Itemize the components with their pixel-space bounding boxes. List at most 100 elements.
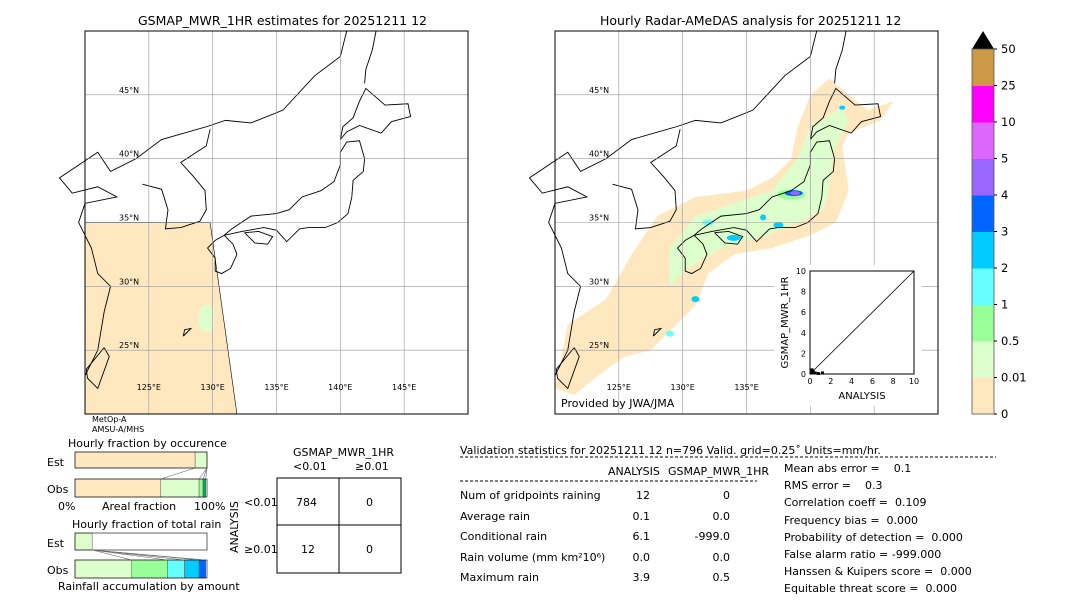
occ-x-min: 0% <box>58 500 76 513</box>
colorbar-label: 0.01 <box>1001 371 1027 385</box>
colorbar-label: 2 <box>1001 261 1008 275</box>
longitude-label: 135°E <box>734 383 758 392</box>
inset-ylabel: GSMAP_MWR_1HR <box>780 277 791 369</box>
contingency-col-1: <0.01 <box>293 460 327 473</box>
latitude-label: 45°N <box>589 86 609 95</box>
connector-line <box>205 467 208 480</box>
colorbar-segment <box>972 377 994 415</box>
coastline <box>339 87 412 140</box>
coastline <box>244 230 274 245</box>
obs-fraction-segment <box>202 478 206 498</box>
colorbar-segment <box>972 304 994 342</box>
rain-title: Hourly fraction of total rain <box>72 518 222 531</box>
right-map-title: Hourly Radar-AMeDAS analysis for 2025121… <box>600 13 902 28</box>
right-map-content <box>528 30 894 395</box>
inset-y-tick: 10 <box>796 267 806 276</box>
scatter-point <box>810 368 814 372</box>
colorbar-label: 0.5 <box>1001 334 1019 348</box>
coastline <box>834 30 847 84</box>
inset-x-tick: 2 <box>828 377 833 386</box>
obs-bar-frame <box>74 478 208 498</box>
stat-gsmap: 0 <box>723 489 730 502</box>
colorbar-segment <box>972 195 994 232</box>
latitude-label: 25°N <box>589 341 609 350</box>
coastline <box>182 327 193 337</box>
rain-est-label: Est <box>47 537 64 550</box>
colorbar-label: 3 <box>1001 225 1008 239</box>
obs-fraction-segment <box>184 559 200 579</box>
colorbar-label: 4 <box>1001 188 1008 202</box>
obs-fraction-segment <box>167 559 185 579</box>
inset-y-tick: 0 <box>801 370 806 379</box>
cell-00-01: 0 <box>366 496 373 509</box>
cell-11: 0 <box>366 543 373 556</box>
right-map-frame <box>554 30 939 415</box>
inset-y-tick: 6 <box>801 308 806 317</box>
score-item: Hanssen & Kuipers score = 0.000 <box>784 565 972 579</box>
colorbar-segment <box>972 122 994 159</box>
obs-bar-frame <box>74 559 208 579</box>
longitude-label: 130°E <box>671 383 695 392</box>
coastline <box>676 234 708 275</box>
score-item: False alarm ratio = -999.000 <box>784 548 942 561</box>
colorbar-segment <box>972 158 994 196</box>
stat-label: Num of gridpoints raining <box>460 489 601 502</box>
score-item: Probability of detection = 0.000 <box>784 530 963 544</box>
latitude-label: 35°N <box>589 214 609 223</box>
stat-label: Maximum rain <box>460 571 539 584</box>
colorbar-label: 50 <box>1001 42 1016 56</box>
stat-analysis: 0.1 <box>632 509 651 523</box>
contingency-col-2: ≥0.01 <box>355 460 389 473</box>
coastline <box>364 30 377 84</box>
rain-cell <box>665 330 674 337</box>
score-item: Frequency bias = 0.000 <box>784 513 919 527</box>
left-map-title: GSMAP_MWR_1HR estimates for 20251211 12 <box>138 13 427 28</box>
obs-fraction-segment <box>74 559 133 579</box>
obs-fraction-segment <box>74 478 162 498</box>
inset-x-tick: 10 <box>909 377 919 386</box>
stat-label: Average rain <box>460 509 530 523</box>
obs-fraction-segment <box>198 478 204 498</box>
colorbar-segment <box>972 341 994 378</box>
one-to-one-line <box>809 270 915 375</box>
score-item: RMS error = 0.3 <box>784 479 883 493</box>
colorbar-label: 1 <box>1001 298 1008 312</box>
cell-784: 784 <box>296 496 317 509</box>
obs-fraction-segment <box>160 478 200 498</box>
est-bar-frame <box>74 532 208 551</box>
colorbar-segment <box>972 85 994 123</box>
contingency-row-2: ≥0.01 <box>244 543 278 556</box>
scatter-point <box>820 371 824 375</box>
stat-gsmap: 0.0 <box>712 550 731 564</box>
scatter-point <box>811 370 815 374</box>
colorbar-segment <box>972 231 994 269</box>
coastline <box>652 327 663 337</box>
scatter-point <box>809 371 813 375</box>
rain-xlabel: Rainfall accumulation by amount <box>58 580 240 593</box>
inset-xlabel: ANALYSIS <box>838 391 885 402</box>
est-fraction-segment <box>74 451 196 469</box>
est-fraction-segment <box>74 532 93 551</box>
stat-analysis: 3.9 <box>632 571 651 584</box>
coastline <box>85 347 110 390</box>
connector-line <box>198 467 208 480</box>
occ-obs-label: Obs <box>47 483 69 496</box>
coastline <box>206 234 238 275</box>
rain-cell <box>773 222 784 229</box>
latitude-label: 40°N <box>589 150 609 159</box>
sensor-line-1: MetOp-A <box>92 415 127 424</box>
longitude-label: 125°E <box>137 383 161 392</box>
inset-y-tick: 8 <box>801 288 806 297</box>
stat-label: Conditional rain <box>460 530 548 543</box>
colorbar-label: 5 <box>1001 152 1008 166</box>
connector-line <box>92 549 168 561</box>
rain-cell <box>839 105 846 110</box>
est-fraction-segment <box>194 451 208 469</box>
coastline <box>58 30 348 376</box>
light-rain-area <box>198 304 215 333</box>
coastline <box>528 30 818 376</box>
score-item: Correlation coeff = 0.109 <box>784 496 927 510</box>
rain-obs-label: Obs <box>47 564 69 577</box>
coastline <box>555 347 580 390</box>
